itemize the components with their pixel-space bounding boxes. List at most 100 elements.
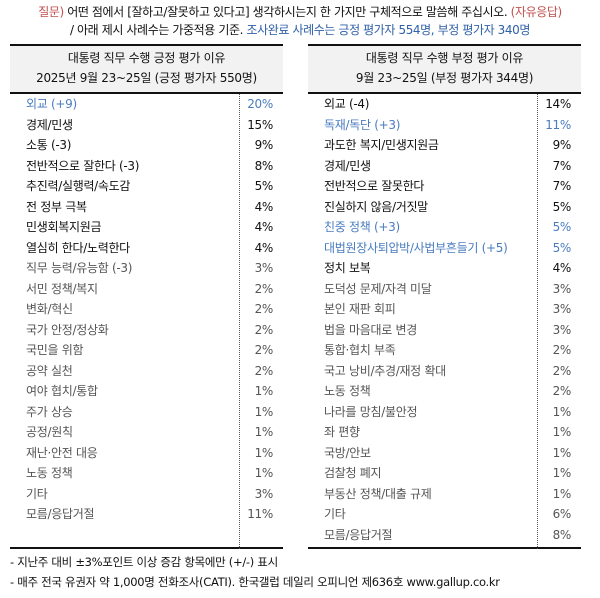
- question-label: 질문): [38, 5, 64, 19]
- survey-question: 질문) 어떤 점에서 [잘하고/잘못하고 있다고] 생각하시는지 한 가지만 구…: [0, 3, 600, 39]
- reason-label: 기타: [324, 507, 346, 521]
- table-row: 전반적으로 잘못한다 7%: [308, 176, 581, 197]
- reason-label: 서민 정책/복지: [26, 281, 98, 296]
- reason-label: 대법원장사퇴압박/사법부흔들기 (+5): [324, 240, 508, 255]
- table-row: 외교 (+9) 20%: [10, 94, 283, 115]
- reason-percentage: 1%: [254, 384, 274, 398]
- table-row: 모름/응답거절 11%: [10, 504, 283, 525]
- positive-reasons-table: 대통령 직무 수행 긍정 평가 이유 2025년 9월 23~25일 (긍정 평…: [10, 44, 283, 549]
- reason-percentage: 2%: [254, 302, 274, 316]
- reason-percentage: 1%: [552, 425, 572, 439]
- table-row: 주가 상승 1%: [10, 402, 283, 423]
- reason-percentage: 2%: [254, 281, 274, 296]
- reason-label: 국고 낭비/추경/재정 확대: [324, 363, 446, 378]
- reason-label: 부동산 정책/대출 규제: [324, 486, 432, 501]
- table-row: 경제/민생 7%: [308, 156, 581, 177]
- table-row: 기타 3%: [10, 484, 283, 505]
- reason-percentage: 8%: [254, 158, 274, 173]
- reason-label: 경제/민생: [324, 158, 371, 173]
- table-row: 나라를 망침/불안정 1%: [308, 402, 581, 423]
- table-row: 소통 (-3) 9%: [10, 135, 283, 156]
- reason-percentage: 1%: [552, 445, 572, 460]
- positive-table-subtitle: 2025년 9월 23~25일 (긍정 평가자 550명): [36, 71, 257, 85]
- question-text: 어떤 점에서 [잘하고/잘못하고 있다고] 생각하시는지 한 가지만 구체적으로…: [63, 5, 511, 19]
- reason-percentage: 2%: [552, 343, 572, 357]
- table-row: 검찰청 폐지 1%: [308, 463, 581, 484]
- reason-percentage: 2%: [254, 322, 274, 337]
- table-row: 좌 편향 1%: [308, 422, 581, 443]
- table-row: 기타 6%: [308, 504, 581, 525]
- reason-percentage: 1%: [254, 425, 274, 439]
- reason-percentage: 9%: [254, 138, 274, 152]
- reason-label: 경제/민생: [26, 117, 73, 132]
- reason-percentage: 1%: [254, 466, 274, 480]
- reason-label: 국민을 위함: [26, 343, 84, 357]
- column-divider: [537, 94, 538, 549]
- sample-size-note: 조사완료 사례수는 긍정 평가자 554명, 부정 평가자 340명: [246, 23, 531, 37]
- table-row: 독재/독단 (+3) 11%: [308, 115, 581, 136]
- reason-label: 국가 안정/정상화: [26, 322, 109, 337]
- reason-label: 외교 (+9): [26, 97, 77, 111]
- reason-percentage: 2%: [254, 343, 274, 357]
- column-divider: [239, 94, 240, 549]
- table-row: 법을 마음대로 변경 3%: [308, 320, 581, 341]
- table-row: 공정/원칙 1%: [10, 422, 283, 443]
- reason-percentage: 8%: [552, 527, 572, 542]
- reason-percentage: 4%: [552, 261, 572, 275]
- reason-label: 독재/독단 (+3): [324, 117, 401, 132]
- table-row: 국가 안정/정상화 2%: [10, 320, 283, 341]
- weighting-note: / 아래 제시 사례수는 가중적용 기준.: [69, 23, 247, 37]
- reason-label: 외교 (-4): [324, 97, 370, 111]
- table-row: 외교 (-4) 14%: [308, 94, 581, 115]
- table-row: 친중 정책 (+3) 5%: [308, 217, 581, 238]
- reason-percentage: 2%: [552, 363, 572, 378]
- reason-label: 여야 협치/통합: [26, 384, 98, 398]
- reason-label: 모름/응답거절: [26, 507, 95, 521]
- negative-table-header: 대통령 직무 수행 부정 평가 이유 9월 23~25일 (부정 평가자 344…: [308, 46, 581, 94]
- reason-percentage: 1%: [552, 404, 572, 419]
- table-row: 서민 정책/복지 2%: [10, 279, 283, 300]
- reason-label: 친중 정책 (+3): [324, 220, 400, 234]
- reason-label: 나라를 망침/불안정: [324, 404, 418, 419]
- table-row: 통합·협치 부족 2%: [308, 340, 581, 361]
- reason-label: 과도한 복지/민생지원금: [324, 138, 439, 152]
- reason-percentage: 15%: [247, 117, 273, 132]
- table-row: 노동 정책 2%: [308, 381, 581, 402]
- reason-label: 좌 편향: [324, 425, 360, 439]
- table-row: 부동산 정책/대출 규제 1%: [308, 484, 581, 505]
- table-row: 추진력/실행력/속도감 5%: [10, 176, 283, 197]
- reason-label: 전 정부 극복: [26, 199, 87, 214]
- reason-label: 모름/응답거절: [324, 527, 393, 542]
- negative-reasons-table: 대통령 직무 수행 부정 평가 이유 9월 23~25일 (부정 평가자 344…: [308, 44, 581, 549]
- reason-percentage: 9%: [552, 138, 572, 152]
- reason-label: 전반적으로 잘못한다: [324, 179, 425, 193]
- reason-label: 노동 정책: [324, 384, 371, 398]
- reason-percentage: 14%: [545, 97, 571, 111]
- table-row: 도덕성 문제/자격 미달 3%: [308, 279, 581, 300]
- reason-label: 진실하지 않음/거짓말: [324, 199, 428, 214]
- negative-table-subtitle: 9월 23~25일 (부정 평가자 344명): [355, 71, 534, 85]
- reason-label: 주가 상승: [26, 404, 73, 419]
- table-row: 본인 재판 회피 3%: [308, 299, 581, 320]
- table-row: 공약 실천 2%: [10, 361, 283, 382]
- reason-percentage: 2%: [254, 363, 274, 378]
- negative-table-body: 외교 (-4) 14% 독재/독단 (+3) 11% 과도한 복지/민생지원금 9% 경제/…: [308, 94, 581, 549]
- reason-label: 직무 능력/유능함 (-3): [26, 261, 133, 275]
- reason-percentage: 4%: [254, 240, 274, 255]
- reason-percentage: 5%: [552, 199, 572, 214]
- table-row: 국민을 위함 2%: [10, 340, 283, 361]
- table-row: 직무 능력/유능함 (-3) 3%: [10, 258, 283, 279]
- table-row: 국고 낭비/추경/재정 확대 2%: [308, 361, 581, 382]
- reason-percentage: 11%: [545, 117, 571, 132]
- reason-label: 변화/혁신: [26, 302, 73, 316]
- table-row: 경제/민생 15%: [10, 115, 283, 136]
- reason-label: 기타: [26, 486, 48, 501]
- reason-label: 전반적으로 잘한다 (-3): [26, 158, 140, 173]
- reason-label: 공약 실천: [26, 363, 73, 378]
- reason-percentage: 1%: [254, 404, 274, 419]
- reason-percentage: 3%: [552, 302, 572, 316]
- reason-label: 열심히 한다/노력한다: [26, 240, 130, 255]
- reason-percentage: 5%: [254, 179, 274, 193]
- table-row: 전반적으로 잘한다 (-3) 8%: [10, 156, 283, 177]
- reason-percentage: 2%: [552, 384, 572, 398]
